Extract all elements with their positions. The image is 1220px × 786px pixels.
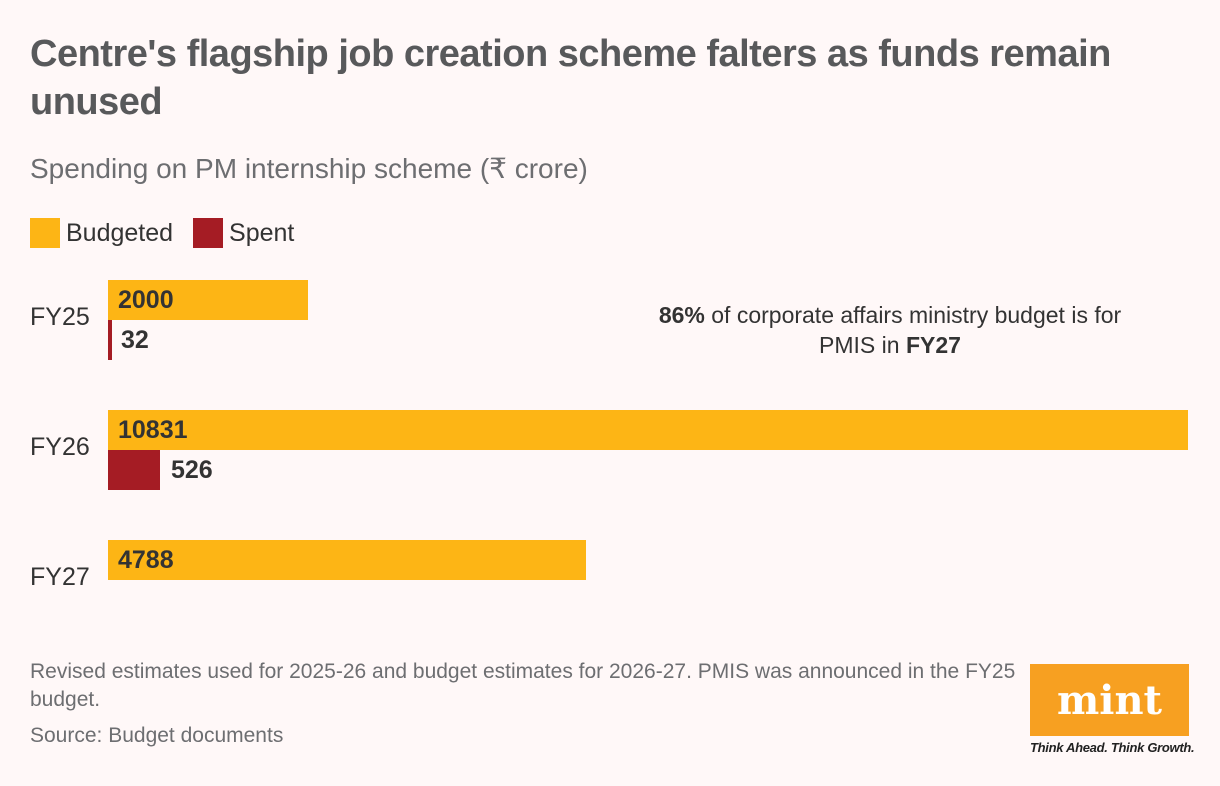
- category-label-fy26: FY26: [30, 433, 90, 461]
- bar-spent-fy25: [108, 320, 112, 360]
- bar-spent-fy26: [108, 450, 160, 490]
- value-label: 2000: [118, 286, 174, 314]
- value-label: 32: [121, 326, 149, 354]
- value-label: 4788: [118, 546, 174, 574]
- annotation-bold-pct: 86%: [658, 302, 705, 328]
- bar-budgeted-fy26: [108, 410, 1188, 450]
- bar-budgeted-fy25: [108, 280, 308, 320]
- legend-swatch-spent: [193, 218, 224, 248]
- footnote: Revised estimates used for 2025-26 and b…: [30, 660, 1016, 711]
- value-label: 10831: [118, 416, 188, 444]
- legend-item-spent: Spent: [193, 218, 294, 248]
- annotation-bold-year: FY27: [905, 332, 961, 358]
- chart-title: Centre's flagship job creation scheme fa…: [30, 33, 1111, 123]
- annotation-text: of corporate affairs ministry budget is …: [704, 302, 1122, 358]
- category-label-fy25: FY25: [30, 303, 90, 331]
- legend-swatch-budgeted: [30, 218, 60, 248]
- mint-logo: mint: [1030, 664, 1189, 736]
- value-label: 526: [171, 456, 213, 484]
- annotation: 86% of corporate affairs ministry budget…: [640, 300, 1140, 360]
- legend: Budgeted Spent: [30, 218, 314, 248]
- chart-subtitle: Spending on PM internship scheme (₹ cror…: [30, 153, 588, 184]
- legend-item-budgeted: Budgeted: [30, 218, 173, 248]
- source: Source: Budget documents: [30, 724, 284, 747]
- logo-tagline: Think Ahead. Think Growth.: [1030, 740, 1195, 755]
- legend-label: Budgeted: [66, 218, 174, 247]
- bar-budgeted-fy27: [108, 540, 586, 580]
- legend-label: Spent: [229, 218, 295, 247]
- category-label-fy27: FY27: [30, 563, 90, 591]
